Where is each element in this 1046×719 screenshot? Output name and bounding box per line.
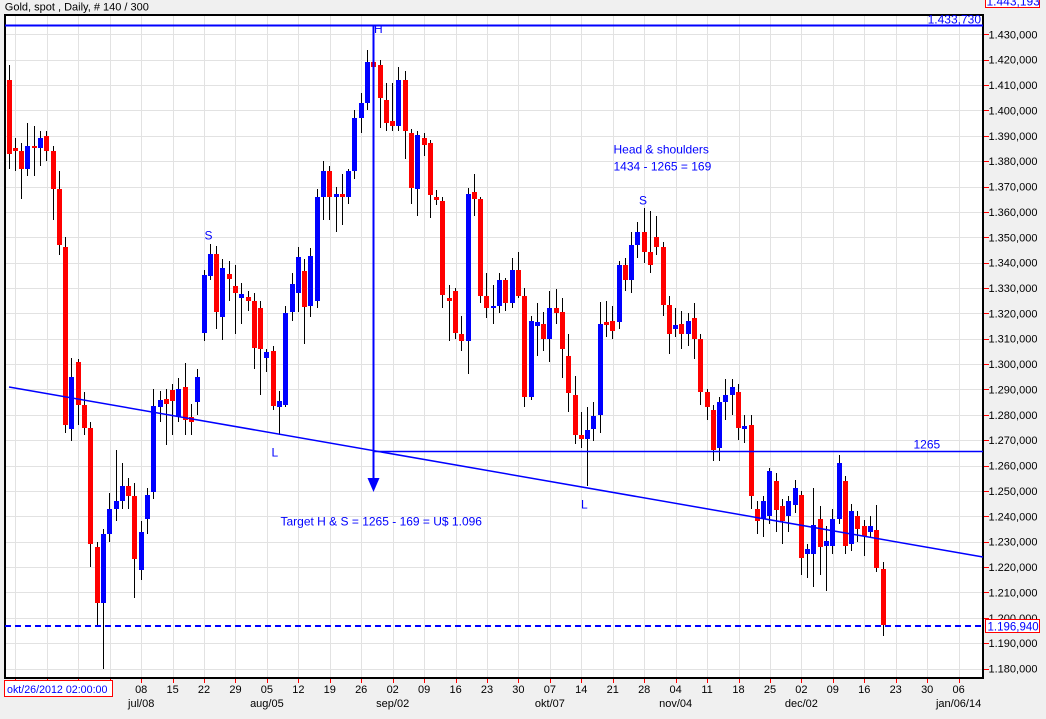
svg-text:1.180,000: 1.180,000	[989, 664, 1038, 676]
svg-text:02: 02	[387, 684, 399, 696]
svg-text:30: 30	[512, 684, 524, 696]
svg-text:S: S	[639, 194, 647, 208]
svg-text:04: 04	[669, 684, 681, 696]
svg-text:1.350,000: 1.350,000	[989, 232, 1038, 244]
svg-text:08: 08	[135, 684, 147, 696]
svg-text:1.270,000: 1.270,000	[989, 435, 1038, 447]
svg-text:09: 09	[827, 684, 839, 696]
svg-text:1.360,000: 1.360,000	[989, 207, 1038, 219]
svg-text:okt/26/2012 02:00:00: okt/26/2012 02:00:00	[7, 684, 107, 696]
svg-text:21: 21	[607, 684, 619, 696]
svg-text:1.280,000: 1.280,000	[989, 410, 1038, 422]
svg-text:11: 11	[701, 684, 712, 696]
svg-text:1265: 1265	[914, 438, 941, 452]
svg-text:16: 16	[858, 684, 870, 696]
svg-text:1.430,000: 1.430,000	[989, 29, 1038, 41]
svg-text:1.420,000: 1.420,000	[989, 55, 1038, 67]
svg-text:1.290,000: 1.290,000	[989, 385, 1038, 397]
svg-text:1.400,000: 1.400,000	[989, 105, 1038, 117]
svg-text:02: 02	[795, 684, 807, 696]
svg-text:06: 06	[952, 684, 964, 696]
svg-text:L: L	[272, 446, 279, 460]
svg-text:1.370,000: 1.370,000	[989, 182, 1038, 194]
svg-text:dec/02: dec/02	[785, 698, 818, 710]
svg-text:1.310,000: 1.310,000	[989, 334, 1038, 346]
svg-text:1434 - 1265 = 169: 1434 - 1265 = 169	[614, 160, 712, 174]
svg-text:07: 07	[544, 684, 556, 696]
svg-text:1.340,000: 1.340,000	[989, 258, 1038, 270]
svg-text:1.240,000: 1.240,000	[989, 511, 1038, 523]
svg-text:Gold, spot , Daily, # 140 / 30: Gold, spot , Daily, # 140 / 300	[5, 2, 149, 14]
svg-text:22: 22	[198, 684, 210, 696]
svg-text:23: 23	[890, 684, 902, 696]
svg-text:1.250,000: 1.250,000	[989, 486, 1038, 498]
svg-text:12: 12	[292, 684, 304, 696]
svg-text:nov/04: nov/04	[659, 698, 692, 710]
svg-text:1.433,730: 1.433,730	[928, 13, 982, 27]
svg-text:1.190,000: 1.190,000	[989, 638, 1038, 650]
svg-text:09: 09	[418, 684, 430, 696]
svg-text:1.220,000: 1.220,000	[989, 562, 1038, 574]
svg-text:sep/02: sep/02	[376, 698, 409, 710]
svg-text:jan/06/14: jan/06/14	[935, 698, 981, 710]
svg-text:15: 15	[166, 684, 178, 696]
svg-text:28: 28	[638, 684, 650, 696]
svg-text:1.210,000: 1.210,000	[989, 587, 1038, 599]
svg-text:1.390,000: 1.390,000	[989, 131, 1038, 143]
svg-text:19: 19	[324, 684, 336, 696]
svg-text:okt/07: okt/07	[535, 698, 565, 710]
svg-text:1.260,000: 1.260,000	[989, 461, 1038, 473]
svg-text:1.380,000: 1.380,000	[989, 156, 1038, 168]
svg-text:1.443,193: 1.443,193	[987, 0, 1041, 9]
svg-text:29: 29	[229, 684, 241, 696]
svg-text:jul/08: jul/08	[127, 698, 154, 710]
svg-text:aug/05: aug/05	[250, 698, 284, 710]
svg-text:L: L	[581, 498, 588, 512]
svg-text:1.320,000: 1.320,000	[989, 308, 1038, 320]
svg-text:1.300,000: 1.300,000	[989, 359, 1038, 371]
svg-text:14: 14	[575, 684, 587, 696]
svg-text:18: 18	[732, 684, 744, 696]
svg-text:S: S	[205, 229, 213, 243]
svg-text:1.196,940: 1.196,940	[988, 622, 1039, 634]
svg-text:Head & shoulders: Head & shoulders	[614, 143, 709, 157]
svg-text:05: 05	[261, 684, 273, 696]
svg-text:26: 26	[355, 684, 367, 696]
svg-text:1.410,000: 1.410,000	[989, 80, 1038, 92]
svg-text:30: 30	[921, 684, 933, 696]
svg-text:Target H & S = 1265 - 169 = U$: Target H & S = 1265 - 169 = U$ 1.096	[281, 515, 483, 529]
svg-text:25: 25	[764, 684, 776, 696]
svg-text:16: 16	[449, 684, 461, 696]
svg-text:1.330,000: 1.330,000	[989, 283, 1038, 295]
svg-text:1.230,000: 1.230,000	[989, 537, 1038, 549]
svg-text:H: H	[374, 22, 383, 36]
svg-text:23: 23	[481, 684, 493, 696]
